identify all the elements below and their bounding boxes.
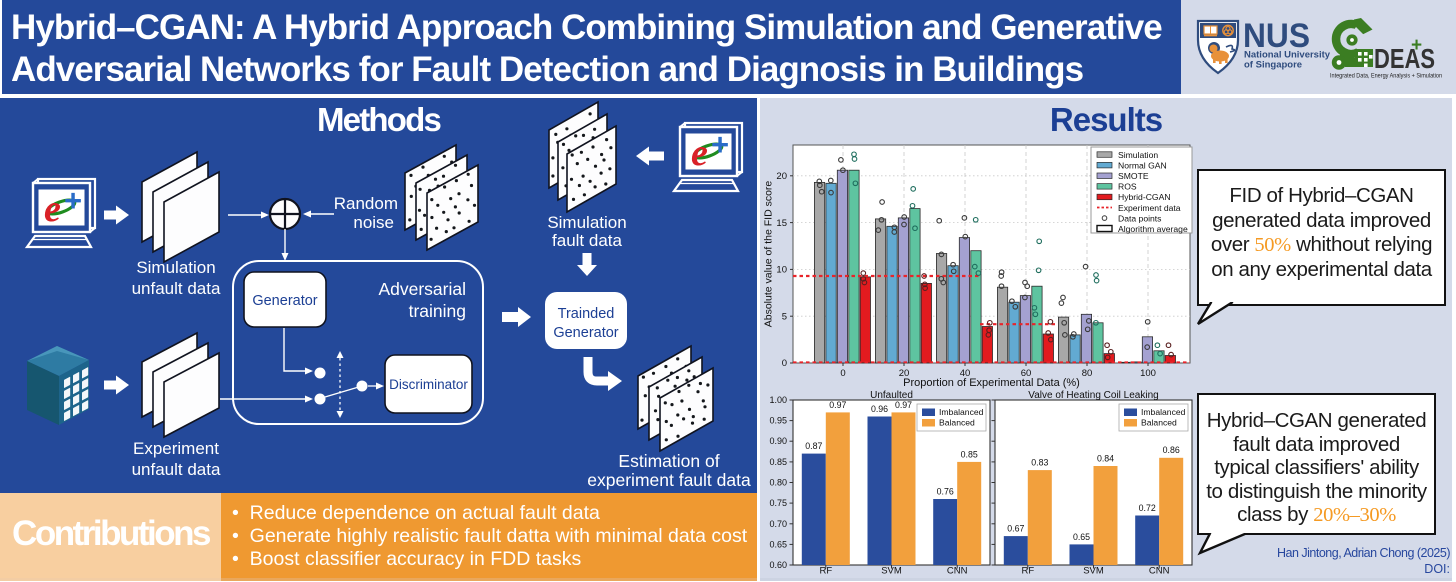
svg-text:0.84: 0.84	[1097, 454, 1114, 464]
svg-text:10: 10	[776, 265, 787, 276]
svg-text:0.75: 0.75	[769, 498, 787, 508]
svg-text:Random: Random	[334, 194, 398, 213]
svg-text:0.65: 0.65	[769, 539, 787, 549]
svg-text:CNN: CNN	[947, 566, 968, 577]
svg-text:Valve of Heating Coil Leaking: Valve of Heating Coil Leaking	[1028, 390, 1158, 401]
svg-text:+: +	[64, 183, 82, 218]
svg-text:unfault data: unfault data	[132, 279, 221, 298]
svg-text:CNN: CNN	[1149, 566, 1170, 577]
svg-text:RF: RF	[1021, 566, 1034, 577]
svg-text:SVM: SVM	[881, 566, 902, 577]
svg-text:unfault data: unfault data	[132, 460, 221, 479]
svg-text:0.70: 0.70	[769, 519, 787, 529]
svg-text:Balanced: Balanced	[939, 418, 975, 428]
svg-text:0.67: 0.67	[1007, 524, 1024, 534]
svg-text:15: 15	[776, 218, 787, 229]
svg-text:0.60: 0.60	[769, 560, 787, 570]
svg-text:Estimation of: Estimation of	[618, 451, 719, 471]
svg-text:e: e	[44, 188, 61, 230]
svg-text:0.65: 0.65	[1073, 532, 1090, 542]
svg-text:Balanced: Balanced	[1141, 418, 1177, 428]
svg-text:0.76: 0.76	[937, 487, 954, 497]
svg-text:0: 0	[782, 358, 787, 369]
svg-text:RF: RF	[819, 566, 832, 577]
svg-text:Imbalanced: Imbalanced	[939, 407, 984, 417]
svg-text:+: +	[1411, 35, 1422, 56]
svg-text:DEAS: DEAS	[1374, 43, 1435, 74]
svg-text:0.95: 0.95	[769, 416, 787, 426]
svg-text:Experiment data: Experiment data	[1118, 203, 1181, 213]
svg-text:ROS: ROS	[1118, 182, 1137, 192]
svg-text:of Singapore: of Singapore	[1244, 60, 1302, 71]
svg-text:5: 5	[782, 311, 787, 322]
svg-text:40: 40	[960, 368, 971, 379]
svg-text:Hybrid-CGAN: Hybrid-CGAN	[1118, 192, 1171, 202]
svg-text:Data points: Data points	[1118, 213, 1161, 223]
svg-text:0.83: 0.83	[1031, 458, 1048, 468]
svg-text:National University: National University	[1244, 50, 1331, 61]
svg-text:0.72: 0.72	[1139, 503, 1156, 513]
svg-text:Simulation: Simulation	[1118, 150, 1158, 160]
svg-text:Imbalanced: Imbalanced	[1141, 407, 1186, 417]
svg-text:fault data: fault data	[552, 231, 622, 250]
svg-text:experiment fault data: experiment fault data	[587, 470, 751, 490]
svg-text:60: 60	[1021, 368, 1032, 379]
svg-text:Unfaulted: Unfaulted	[870, 390, 913, 401]
svg-text:0: 0	[840, 368, 845, 379]
svg-text:Discriminator: Discriminator	[389, 377, 468, 392]
svg-text:SVM: SVM	[1083, 566, 1104, 577]
svg-text:e: e	[691, 132, 708, 174]
svg-text:0.80: 0.80	[769, 478, 787, 488]
svg-text:20: 20	[776, 171, 787, 182]
svg-text:Adversarial: Adversarial	[378, 279, 466, 299]
svg-text:0.86: 0.86	[1163, 445, 1180, 455]
svg-text:100: 100	[1140, 368, 1156, 379]
svg-text:Generator: Generator	[252, 293, 317, 309]
svg-text:Trainded: Trainded	[558, 306, 615, 322]
svg-text:noise: noise	[353, 213, 394, 232]
svg-text:Absolute value of the FID scor: Absolute value of the FID score	[763, 181, 775, 328]
svg-text:0.85: 0.85	[769, 457, 787, 467]
svg-text:training: training	[409, 301, 466, 321]
svg-text:NUS: NUS	[1243, 17, 1310, 55]
svg-text:20: 20	[899, 368, 910, 379]
svg-text:80: 80	[1082, 368, 1093, 379]
svg-text:0.97: 0.97	[829, 400, 846, 410]
svg-text:0.85: 0.85	[961, 449, 978, 459]
svg-text:0.96: 0.96	[871, 404, 888, 414]
svg-text:1.00: 1.00	[769, 395, 787, 405]
svg-text:Normal GAN: Normal GAN	[1118, 160, 1167, 170]
svg-text:Experiment: Experiment	[133, 439, 219, 458]
svg-text:+: +	[711, 127, 729, 162]
svg-text:Simulation: Simulation	[136, 258, 215, 277]
svg-text:Generator: Generator	[553, 325, 618, 341]
svg-text:0.90: 0.90	[769, 436, 787, 446]
svg-text:0.87: 0.87	[805, 441, 822, 451]
svg-text:SMOTE: SMOTE	[1118, 171, 1149, 181]
svg-text:Simulation: Simulation	[547, 213, 626, 232]
svg-text:Integrated Data, Energy Analys: Integrated Data, Energy Analysis + Simul…	[1330, 73, 1442, 80]
svg-text:Algorithm average: Algorithm average	[1118, 224, 1188, 234]
svg-text:Proportion of Experimental Dat: Proportion of Experimental Data (%)	[903, 377, 1080, 389]
svg-text:0.97: 0.97	[895, 400, 912, 410]
